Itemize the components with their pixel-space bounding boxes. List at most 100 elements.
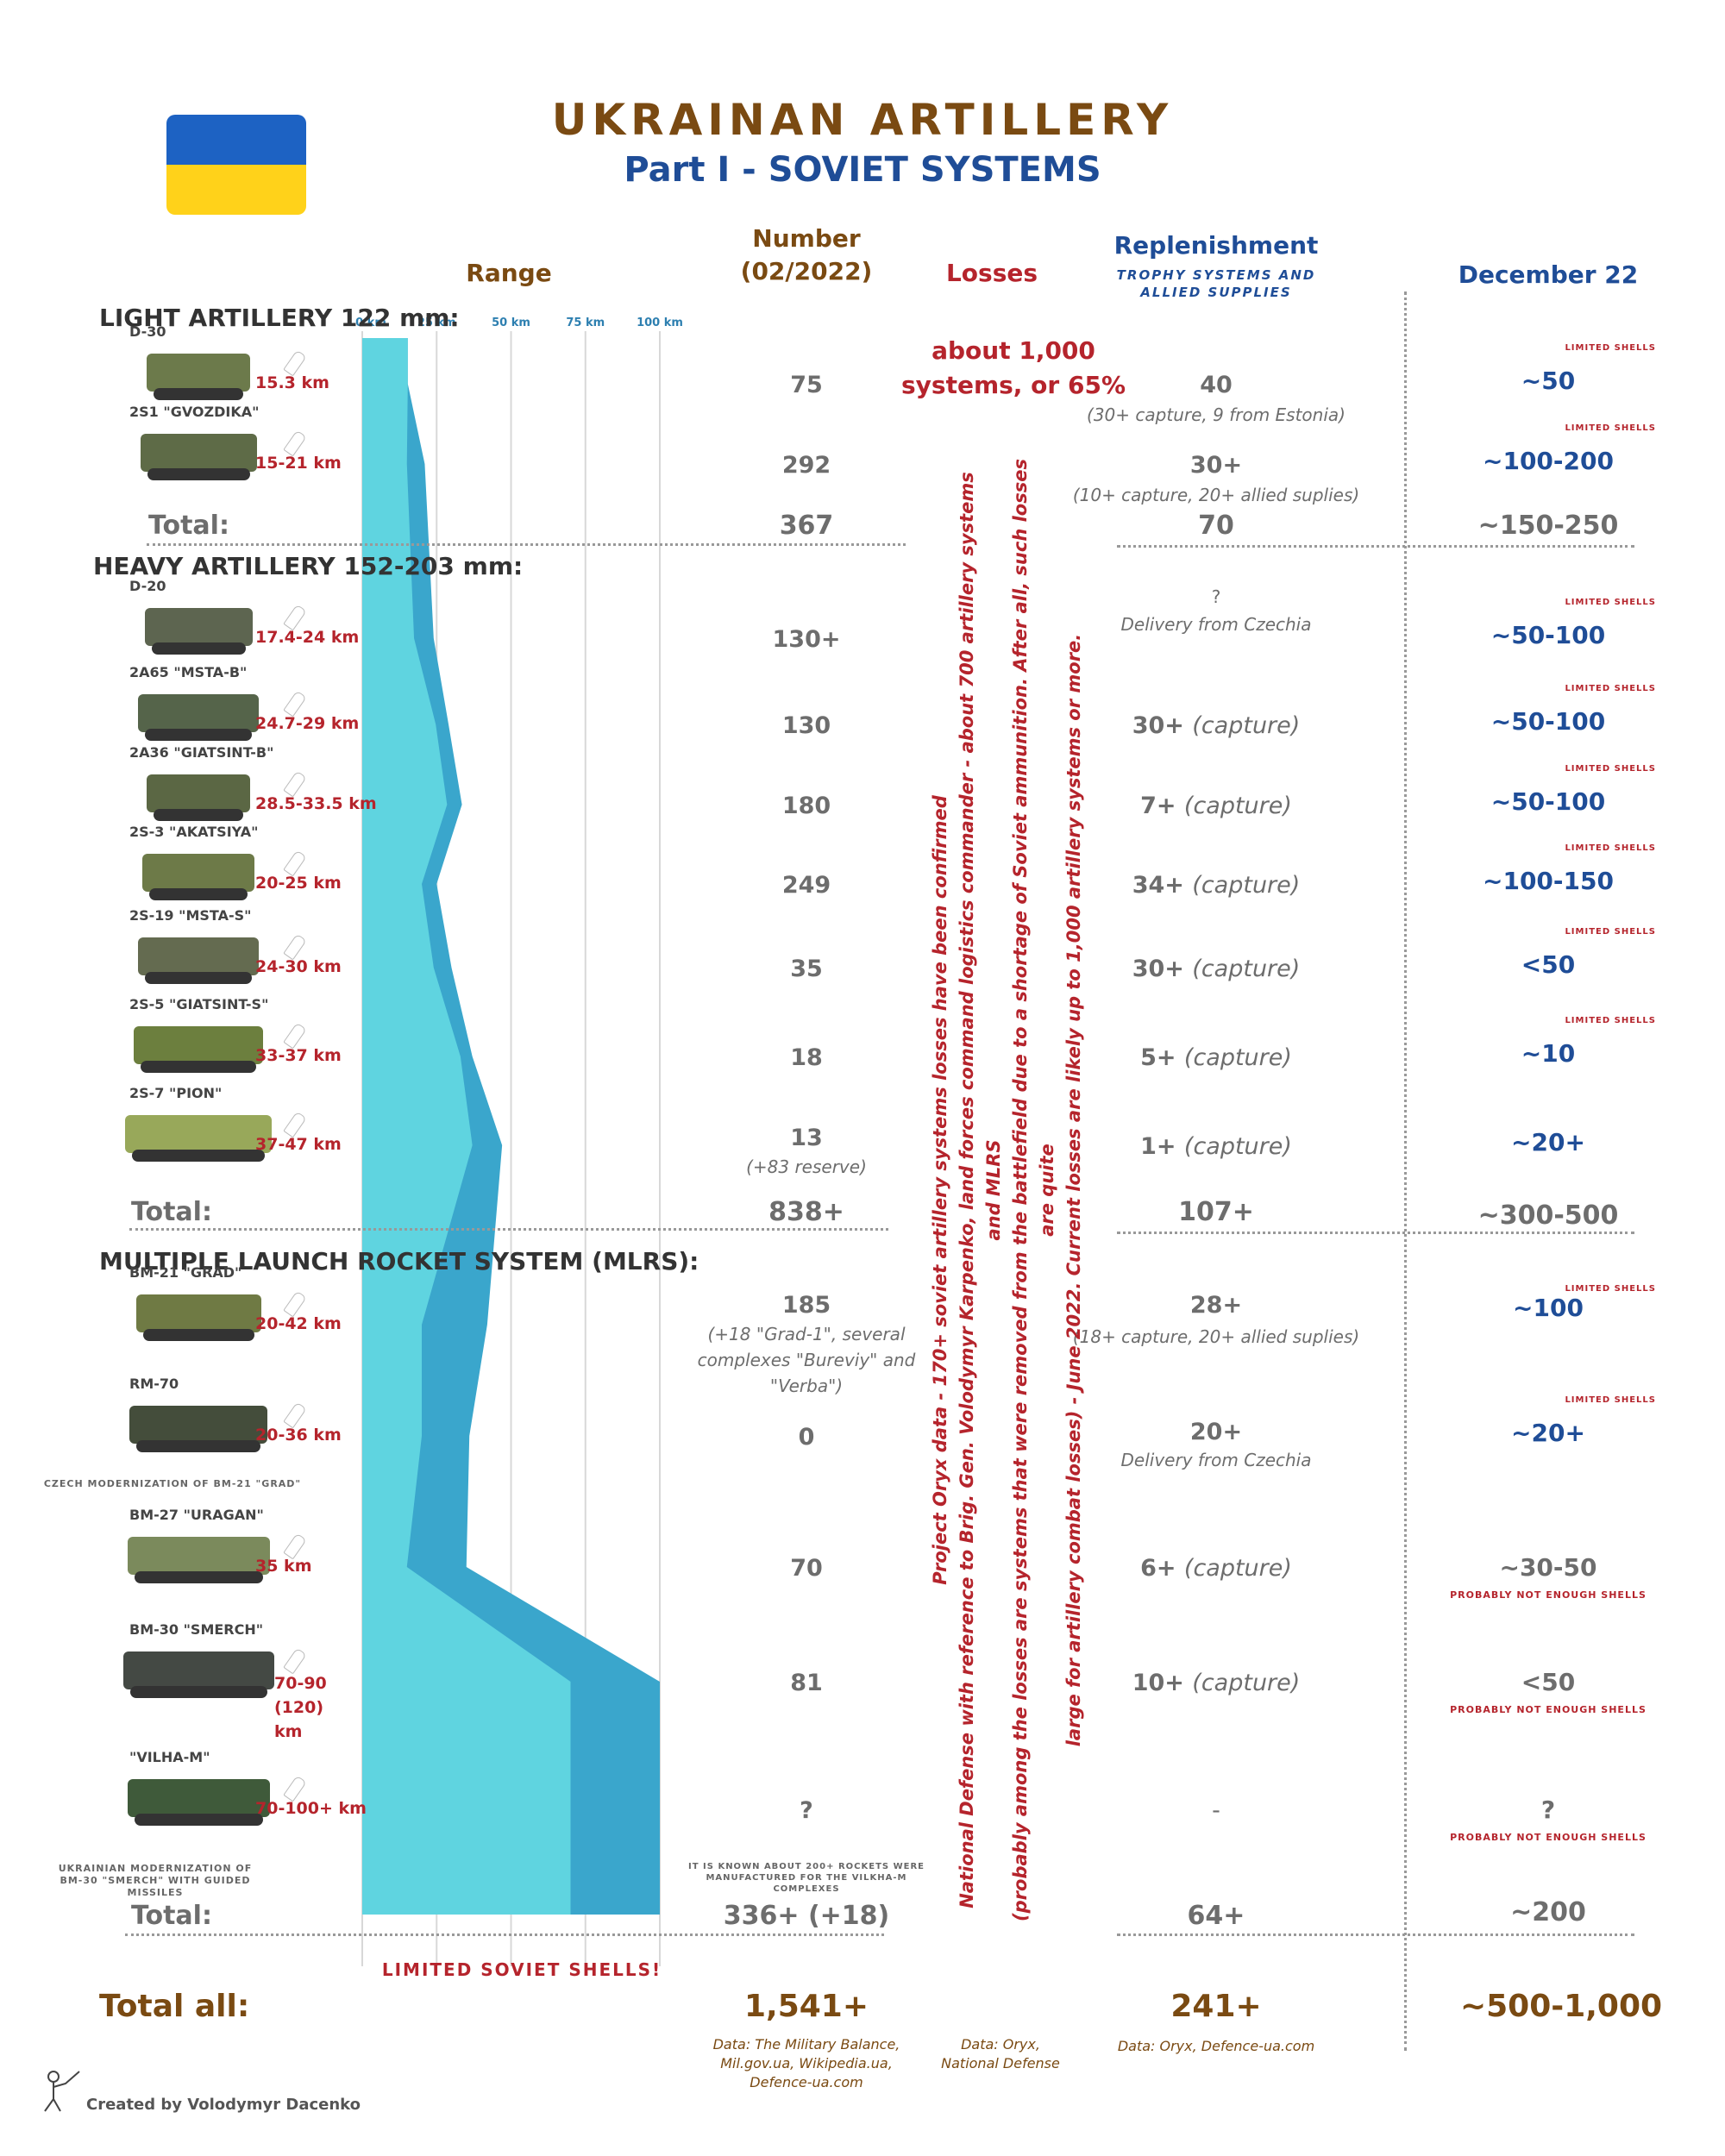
system-name: BM-21 "GRAD" xyxy=(129,1264,242,1281)
range-chart: 0 km 25 km 50 km 75 km 100 km xyxy=(355,317,683,1966)
ukraine-flag-icon xyxy=(166,115,306,215)
range-tick-label: 25 km xyxy=(417,317,456,329)
system-december: ~50-100 xyxy=(1490,707,1606,736)
losses-header: Losses xyxy=(945,259,1038,287)
total-light-rule-right xyxy=(1117,545,1634,548)
system-number: 35 xyxy=(790,956,823,982)
system-name: D-30 xyxy=(129,323,166,340)
total-all-number: 1,541+ xyxy=(743,1989,869,2024)
system-number: 130+ xyxy=(772,626,841,653)
replenishment-value: 6+ xyxy=(1140,1555,1176,1582)
december-header: December 22 xyxy=(1458,260,1639,289)
replenishment-value: - xyxy=(1212,1797,1220,1824)
replenishment-type: (capture) xyxy=(1183,1133,1292,1160)
range-tick-label: 0 km xyxy=(355,317,386,329)
system-replenishment: 1+ (capture) xyxy=(1052,1133,1380,1160)
system-replenishment: 20+ xyxy=(1052,1419,1380,1445)
system-december: ~100 xyxy=(1513,1294,1584,1322)
system-range: 70-90 (120) km xyxy=(274,1674,327,1741)
system-december: ~10 xyxy=(1521,1039,1576,1068)
system-replenishment-note: Delivery from Czechia xyxy=(1120,1450,1312,1470)
system-number: 185 xyxy=(781,1292,831,1319)
replenishment-value: 7+ xyxy=(1140,793,1176,819)
system-december: ~30-50 xyxy=(1499,1553,1597,1582)
page-subtitle: Part I - SOVIET SYSTEMS xyxy=(624,150,1101,190)
rm70-note: CZECH MODERNIZATION OF BM-21 "GRAD" xyxy=(43,1478,302,1489)
range-header: Range xyxy=(466,259,552,287)
replenishment-value: 1+ xyxy=(1140,1133,1176,1160)
system-replenishment: 7+ (capture) xyxy=(1052,793,1380,819)
losses-oryx-text: Project Oryx data - 170+ soviet artiller… xyxy=(930,795,950,1585)
total-mlrs-rule-right xyxy=(1117,1934,1634,1936)
system-replenishment: 5+ (capture) xyxy=(1052,1044,1380,1071)
system-number: 13 xyxy=(790,1125,823,1151)
rep-source: Data: Oryx, Defence-ua.com xyxy=(1117,2038,1315,2054)
replenishment-value: 40 xyxy=(1200,372,1233,398)
vehicle-image xyxy=(138,937,259,984)
losses-shortage-text: (probably among the losses are systems t… xyxy=(1010,459,1057,1921)
limited-shells-label: PROBABLY NOT ENOUGH SHELLS xyxy=(1450,1832,1647,1843)
total-light-number: 367 xyxy=(779,511,834,541)
limited-shells-label: LIMITED SHELLS xyxy=(1565,927,1656,937)
shell-icon xyxy=(283,770,307,798)
system-name: 2S-7 "PION" xyxy=(129,1085,223,1101)
system-december: ~100-200 xyxy=(1483,447,1614,475)
column-divider xyxy=(1404,291,1407,2051)
replenishment-value: ? xyxy=(1211,586,1221,607)
replenishment-value: 20+ xyxy=(1189,1419,1243,1445)
system-name: 2S1 "GVOZDIKA" xyxy=(129,404,260,420)
vehicle-image xyxy=(122,1651,274,1698)
system-number: 130 xyxy=(781,712,831,739)
section-mlrs: MULTIPLE LAUNCH ROCKET SYSTEM (MLRS): xyxy=(99,1247,699,1275)
limited-shells-label: LIMITED SHELLS xyxy=(1565,1016,1656,1025)
system-range: 15-21 km xyxy=(255,454,342,473)
system-name: 2S-3 "AKATSIYA" xyxy=(129,824,259,840)
system-number-note: (+18 "Grad-1", several complexes "Burevi… xyxy=(697,1324,916,1396)
limited-shells-label: PROBABLY NOT ENOUGH SHELLS xyxy=(1450,1589,1647,1601)
system-number-note: (+83 reserve) xyxy=(746,1156,867,1177)
shell-icon xyxy=(283,604,307,631)
vehicle-image xyxy=(138,694,259,741)
system-replenishment-note: Delivery from Czechia xyxy=(1120,614,1312,635)
total-heavy-rule xyxy=(129,1228,888,1231)
system-december: ~20+ xyxy=(1511,1419,1585,1447)
system-name: BM-30 "SMERCH" xyxy=(129,1621,264,1638)
limited-shells-label: LIMITED SHELLS xyxy=(1565,1395,1656,1405)
vilha-number-note: IT IS KNOWN ABOUT 200+ ROCKETS WERE MANU… xyxy=(688,1862,925,1894)
system-range: 20-42 km xyxy=(255,1314,342,1333)
author-credit: Created by Volodymyr Dacenko xyxy=(86,2096,361,2114)
vilha-note: UKRAINIAN MODERNIZATION OF BM-30 "SMERCH… xyxy=(58,1863,253,1898)
losses-headline-2: systems, or 65% xyxy=(901,371,1126,399)
system-range: 17.4-24 km xyxy=(255,628,360,647)
system-range: 15.3 km xyxy=(255,373,329,392)
range-min-area xyxy=(362,338,571,1915)
number-source-line: Defence-ua.com xyxy=(750,2074,863,2090)
range-tick-label: 50 km xyxy=(492,317,530,329)
losses-source: Data: Oryx, National Defense xyxy=(914,2035,1087,2073)
system-replenishment: - xyxy=(1052,1797,1380,1824)
system-replenishment: 30+ xyxy=(1052,452,1380,479)
range-tick-label: 75 km xyxy=(566,317,605,329)
shell-icon xyxy=(283,1775,307,1802)
section-heavy-artillery: HEAVY ARTILLERY 152-203 mm: xyxy=(93,552,524,580)
total-heavy-label: Total: xyxy=(131,1197,212,1227)
losses-source-line: Data: Oryx, xyxy=(961,2036,1040,2053)
total-heavy-dec: ~300-500 xyxy=(1477,1200,1619,1231)
system-name: RM-70 xyxy=(129,1376,179,1392)
shell-icon xyxy=(283,429,307,457)
vehicle-image xyxy=(142,854,254,900)
shell-icon xyxy=(283,1290,307,1318)
system-number: ? xyxy=(800,1797,813,1824)
system-range: 35 km xyxy=(255,1557,312,1576)
vehicle-image xyxy=(127,1537,270,1583)
total-mlrs-number: 336+ (+18) xyxy=(723,1901,890,1931)
replenishment-type: (capture) xyxy=(1192,1670,1301,1696)
limited-shells-note: LIMITED SOVIET SHELLS! xyxy=(381,1959,662,1980)
replenishment-subheader-2: ALLIED SUPPLIES xyxy=(1140,285,1292,300)
vehicle-image xyxy=(147,774,250,821)
limited-shells-label: LIMITED SHELLS xyxy=(1565,764,1656,774)
replenishment-value: 5+ xyxy=(1140,1044,1176,1071)
system-replenishment-note: (30+ capture, 9 from Estonia) xyxy=(1087,404,1346,425)
limited-shells-label: LIMITED SHELLS xyxy=(1565,343,1656,353)
replenishment-value: 30+ xyxy=(1132,956,1184,982)
